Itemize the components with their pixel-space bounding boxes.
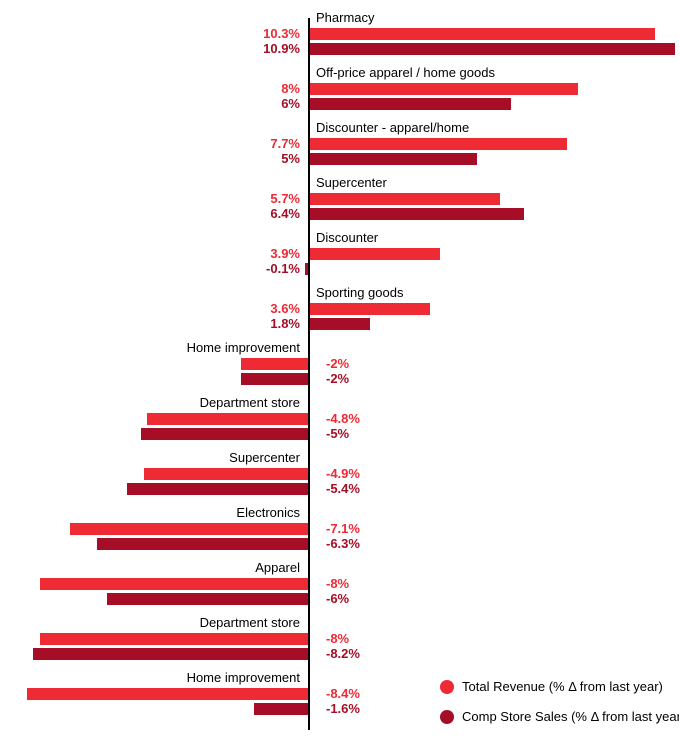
value-label-comp-store-sales: 6% <box>281 96 300 111</box>
bar-comp-store-sales <box>141 428 309 440</box>
bar-comp-store-sales <box>310 153 478 165</box>
value-label-comp-store-sales: -6% <box>326 591 349 606</box>
value-label-total-revenue: -4.9% <box>326 466 360 481</box>
bar-total-revenue <box>310 138 568 150</box>
value-label-comp-store-sales: -5% <box>326 426 349 441</box>
value-label-comp-store-sales: -5.4% <box>326 481 360 496</box>
category-label: Supercenter <box>316 175 387 190</box>
category-label: Off-price apparel / home goods <box>316 65 495 80</box>
category-label: Department store <box>200 615 300 630</box>
bar-comp-store-sales <box>310 98 511 110</box>
bar-comp-store-sales <box>310 43 675 55</box>
bar-total-revenue <box>27 688 308 700</box>
bar-comp-store-sales <box>310 318 370 330</box>
category-label: Apparel <box>255 560 300 575</box>
value-label-total-revenue: -4.8% <box>326 411 360 426</box>
category-label: Home improvement <box>187 670 300 685</box>
bar-comp-store-sales <box>305 263 308 275</box>
value-label-comp-store-sales: 5% <box>281 151 300 166</box>
legend-dot-comp-store-sales <box>440 710 454 724</box>
bar-total-revenue <box>241 358 308 370</box>
axis-line <box>308 18 310 730</box>
category-label: Supercenter <box>229 450 300 465</box>
category-label: Discounter <box>316 230 378 245</box>
value-label-total-revenue: -2% <box>326 356 349 371</box>
legend-label-total-revenue: Total Revenue (% Δ from last year) <box>462 679 663 694</box>
category-label: Pharmacy <box>316 10 375 25</box>
value-label-total-revenue: -8% <box>326 631 349 646</box>
value-label-total-revenue: 8% <box>281 81 300 96</box>
value-label-total-revenue: 10.3% <box>263 26 300 41</box>
value-label-total-revenue: 3.6% <box>270 301 300 316</box>
bar-comp-store-sales <box>254 703 308 715</box>
value-label-total-revenue: 5.7% <box>270 191 300 206</box>
bar-total-revenue <box>144 468 308 480</box>
category-label: Department store <box>200 395 300 410</box>
value-label-comp-store-sales: 6.4% <box>270 206 300 221</box>
bar-total-revenue <box>310 248 441 260</box>
bar-comp-store-sales <box>107 593 308 605</box>
value-label-comp-store-sales: 1.8% <box>270 316 300 331</box>
legend-label-comp-store-sales: Comp Store Sales (% Δ from last year) <box>462 709 679 724</box>
value-label-total-revenue: 7.7% <box>270 136 300 151</box>
bar-comp-store-sales <box>33 648 308 660</box>
value-label-comp-store-sales: 10.9% <box>263 41 300 56</box>
bar-total-revenue <box>40 633 308 645</box>
bar-comp-store-sales <box>127 483 308 495</box>
bar-comp-store-sales <box>97 538 308 550</box>
value-label-comp-store-sales: -0.1% <box>266 261 300 276</box>
value-label-comp-store-sales: -2% <box>326 371 349 386</box>
value-label-comp-store-sales: -6.3% <box>326 536 360 551</box>
category-label: Electronics <box>236 505 300 520</box>
category-label: Discounter - apparel/home <box>316 120 469 135</box>
bar-total-revenue <box>40 578 308 590</box>
bar-total-revenue <box>70 523 308 535</box>
value-label-total-revenue: -8% <box>326 576 349 591</box>
value-label-total-revenue: -8.4% <box>326 686 360 701</box>
bar-total-revenue <box>310 303 431 315</box>
value-label-total-revenue: -7.1% <box>326 521 360 536</box>
category-label: Sporting goods <box>316 285 403 300</box>
bar-comp-store-sales <box>310 208 524 220</box>
value-label-comp-store-sales: -1.6% <box>326 701 360 716</box>
bar-comp-store-sales <box>241 373 308 385</box>
bar-total-revenue <box>310 83 578 95</box>
bar-total-revenue <box>310 193 501 205</box>
legend-dot-total-revenue <box>440 680 454 694</box>
bar-total-revenue <box>147 413 308 425</box>
retail-growth-chart: Pharmacy 10.3%10.9% Off-price apparel / ho… <box>0 10 679 730</box>
bar-total-revenue <box>310 28 655 40</box>
value-label-total-revenue: 3.9% <box>270 246 300 261</box>
category-label: Home improvement <box>187 340 300 355</box>
value-label-comp-store-sales: -8.2% <box>326 646 360 661</box>
